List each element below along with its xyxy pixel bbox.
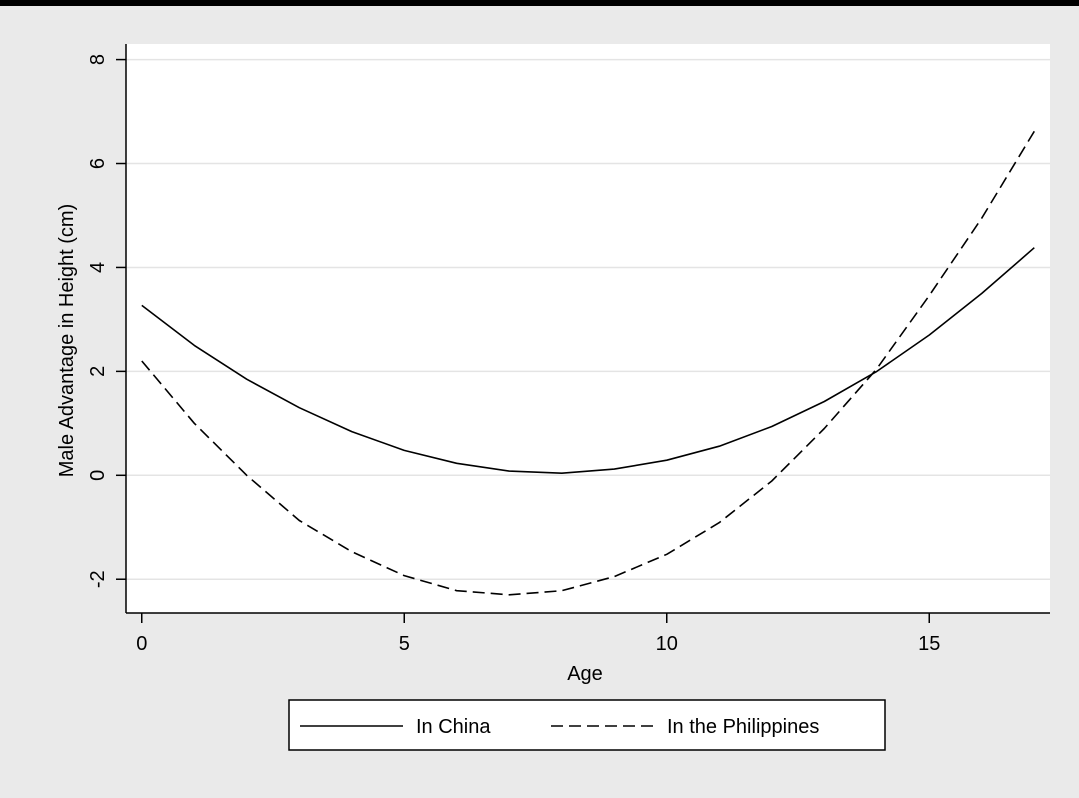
x-tick-label-1: 5 [399, 633, 410, 655]
y-tick-label-4: 6 [87, 158, 109, 169]
y-tick-label-1: 0 [87, 470, 109, 481]
series-lines [141, 130, 1035, 596]
gridlines [126, 58, 1050, 580]
y-tick-label-0: -2 [87, 570, 109, 588]
axes: -2 0 2 4 6 8 0 5 10 15 [87, 44, 1050, 655]
y-tick-label-5: 8 [87, 54, 109, 65]
x-tick-label-2: 10 [656, 633, 678, 655]
x-tick-label-3: 15 [918, 633, 940, 655]
y-tick-label-2: 2 [87, 366, 109, 377]
legend-label-in-the-philippines: In the Philippines [667, 716, 819, 738]
series-line-in-the-philippines [141, 130, 1035, 596]
series-line-in-china [141, 247, 1035, 475]
y-axis-title: Male Advantage in Height (cm) [56, 204, 78, 477]
top-border [0, 0, 1079, 6]
x-tick-label-0: 0 [136, 633, 147, 655]
legend-box [288, 699, 886, 751]
x-axis-title: Age [567, 663, 603, 685]
plot-area [126, 44, 1050, 613]
legend: In China In the Philippines [288, 699, 886, 751]
y-tick-label-3: 4 [87, 262, 109, 273]
legend-label-in-china: In China [416, 716, 491, 738]
